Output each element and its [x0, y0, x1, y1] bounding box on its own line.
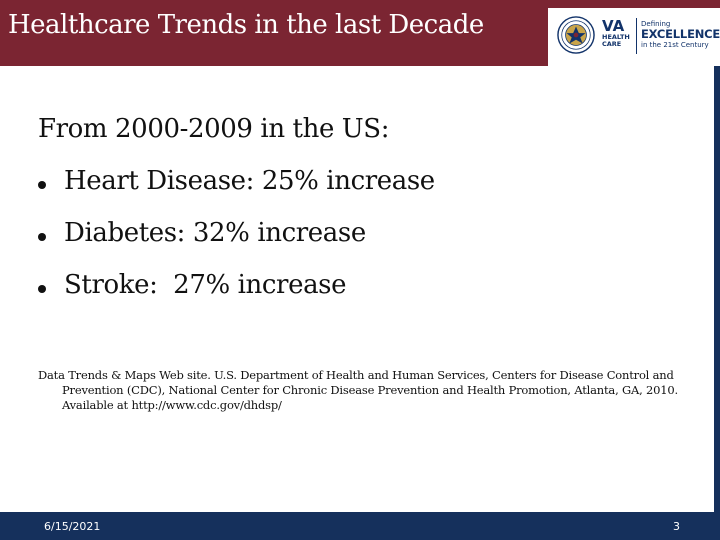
- slide-title: Healthcare Trends in the last Decade: [8, 10, 484, 40]
- bullet-icon: [38, 233, 46, 241]
- right-accent-bar: [714, 66, 720, 512]
- citation-text: Data Trends & Maps Web site. U.S. Depart…: [38, 368, 678, 412]
- footer-date: 6/15/2021: [44, 520, 101, 533]
- century-label: in the 21st Century: [641, 41, 709, 49]
- bullet-text-heart-disease: Heart Disease: 25% increase: [64, 166, 435, 196]
- defining-label: Defining: [641, 20, 671, 28]
- va-label: VA: [602, 17, 625, 35]
- logo-divider: [636, 18, 637, 54]
- va-seal-icon: [557, 16, 595, 54]
- bullet-icon: [38, 181, 46, 189]
- page-number: 3: [673, 520, 680, 533]
- intro-text: From 2000-2009 in the US:: [38, 114, 390, 144]
- health-label: HEALTH: [602, 33, 630, 41]
- excellence-label: EXCELLENCE: [641, 27, 720, 41]
- bullet-text-diabetes: Diabetes: 32% increase: [64, 218, 366, 248]
- va-logo: VA HEALTH CARE Defining EXCELLENCE in th…: [548, 8, 720, 66]
- title-bar: Healthcare Trends in the last Decade VA …: [0, 0, 720, 66]
- list-item: Heart Disease: 25% increase: [38, 166, 435, 218]
- excellence-tagline: Defining EXCELLENCE in the 21st Century: [641, 20, 720, 49]
- bullet-icon: [38, 285, 46, 293]
- care-label: CARE: [602, 40, 622, 48]
- bullet-text-stroke: Stroke: 27% increase: [64, 270, 347, 300]
- footer-bar: 6/15/2021 3: [0, 512, 720, 540]
- list-item: Stroke: 27% increase: [38, 270, 347, 322]
- bullet-list: Heart Disease: 25% increase Diabetes: 32…: [38, 166, 435, 322]
- va-wordmark: VA HEALTH CARE: [602, 19, 636, 48]
- list-item: Diabetes: 32% increase: [38, 218, 366, 270]
